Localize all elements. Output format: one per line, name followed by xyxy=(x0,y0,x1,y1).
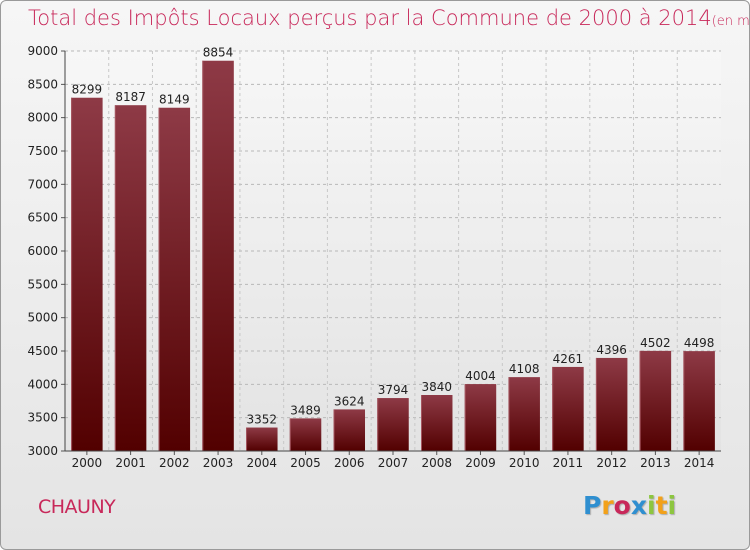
bar-value-label: 8149 xyxy=(159,93,190,107)
x-tick-label: 2010 xyxy=(509,456,540,470)
x-tick-label: 2004 xyxy=(247,456,278,470)
x-tick-label: 2002 xyxy=(159,456,190,470)
bar-value-label: 4004 xyxy=(465,369,496,383)
logo-letter: P xyxy=(583,491,602,520)
y-tick-label: 4500 xyxy=(27,344,58,358)
bar xyxy=(377,398,409,451)
proxiti-logo: Proxiti xyxy=(583,491,676,520)
bar-value-label: 4108 xyxy=(509,362,540,376)
bar xyxy=(508,377,540,451)
y-tick-label: 7000 xyxy=(27,177,58,191)
bar-value-label: 3489 xyxy=(290,403,321,417)
bar xyxy=(202,60,234,451)
y-tick-label: 6000 xyxy=(27,244,58,258)
y-tick-label: 4000 xyxy=(27,377,58,391)
x-tick-label: 2008 xyxy=(421,456,452,470)
x-tick-label: 2013 xyxy=(640,456,671,470)
chart-title-unit: (en milliers d'€) xyxy=(711,14,750,29)
y-tick-label: 3000 xyxy=(27,444,58,458)
y-tick-label: 5000 xyxy=(27,311,58,325)
bar-value-label: 4498 xyxy=(684,336,715,350)
bar xyxy=(683,351,715,451)
logo-letter: t xyxy=(655,491,668,520)
logo-letter: x xyxy=(630,491,647,520)
y-tick-label: 8000 xyxy=(27,111,58,125)
y-tick-label: 9000 xyxy=(27,44,58,58)
x-tick-label: 2014 xyxy=(684,456,715,470)
bar-value-label: 4502 xyxy=(640,336,671,350)
bar xyxy=(333,409,366,451)
bar xyxy=(420,395,453,451)
bar-value-label: 3352 xyxy=(247,413,278,427)
x-tick-label: 2007 xyxy=(378,456,409,470)
chart-title: Total des Impôts Locaux perçus par la Co… xyxy=(28,6,750,30)
bar xyxy=(114,105,147,451)
bar xyxy=(595,357,628,451)
bar-value-label: 4396 xyxy=(596,343,627,357)
bar-value-label: 8854 xyxy=(203,46,234,60)
bar-value-label: 8187 xyxy=(115,90,146,104)
x-tick-label: 2000 xyxy=(72,456,103,470)
x-tick-label: 2012 xyxy=(596,456,627,470)
chart-title-text: Total des Impôts Locaux perçus par la Co… xyxy=(28,6,712,30)
bar xyxy=(464,384,497,451)
y-tick-label: 3500 xyxy=(27,411,58,425)
bar xyxy=(639,350,672,451)
logo-letter: o xyxy=(613,491,631,520)
x-tick-label: 2011 xyxy=(553,456,584,470)
logo-letter: i xyxy=(667,491,677,520)
bar-value-label: 3840 xyxy=(421,380,452,394)
y-tick-label: 6500 xyxy=(27,211,58,225)
x-tick-label: 2001 xyxy=(115,456,146,470)
bar xyxy=(158,107,191,451)
bar xyxy=(289,418,322,451)
y-tick-label: 8500 xyxy=(27,77,58,91)
x-tick-label: 2003 xyxy=(203,456,234,470)
x-tick-label: 2005 xyxy=(290,456,321,470)
bar-value-label: 3624 xyxy=(334,394,365,408)
logo-letter: r xyxy=(601,491,614,520)
bar xyxy=(552,366,584,451)
logo-letter: i xyxy=(647,491,656,520)
x-tick-label: 2006 xyxy=(334,456,365,470)
bar-value-label: 8299 xyxy=(72,83,103,97)
commune-name: CHAUNY xyxy=(38,496,116,518)
bar xyxy=(246,427,278,451)
x-tick-label: 2009 xyxy=(465,456,496,470)
bar-value-label: 4261 xyxy=(553,352,584,366)
bar-value-label: 3794 xyxy=(378,383,409,397)
bar xyxy=(71,97,103,451)
y-tick-label: 5500 xyxy=(27,277,58,291)
y-tick-label: 7500 xyxy=(27,144,58,158)
